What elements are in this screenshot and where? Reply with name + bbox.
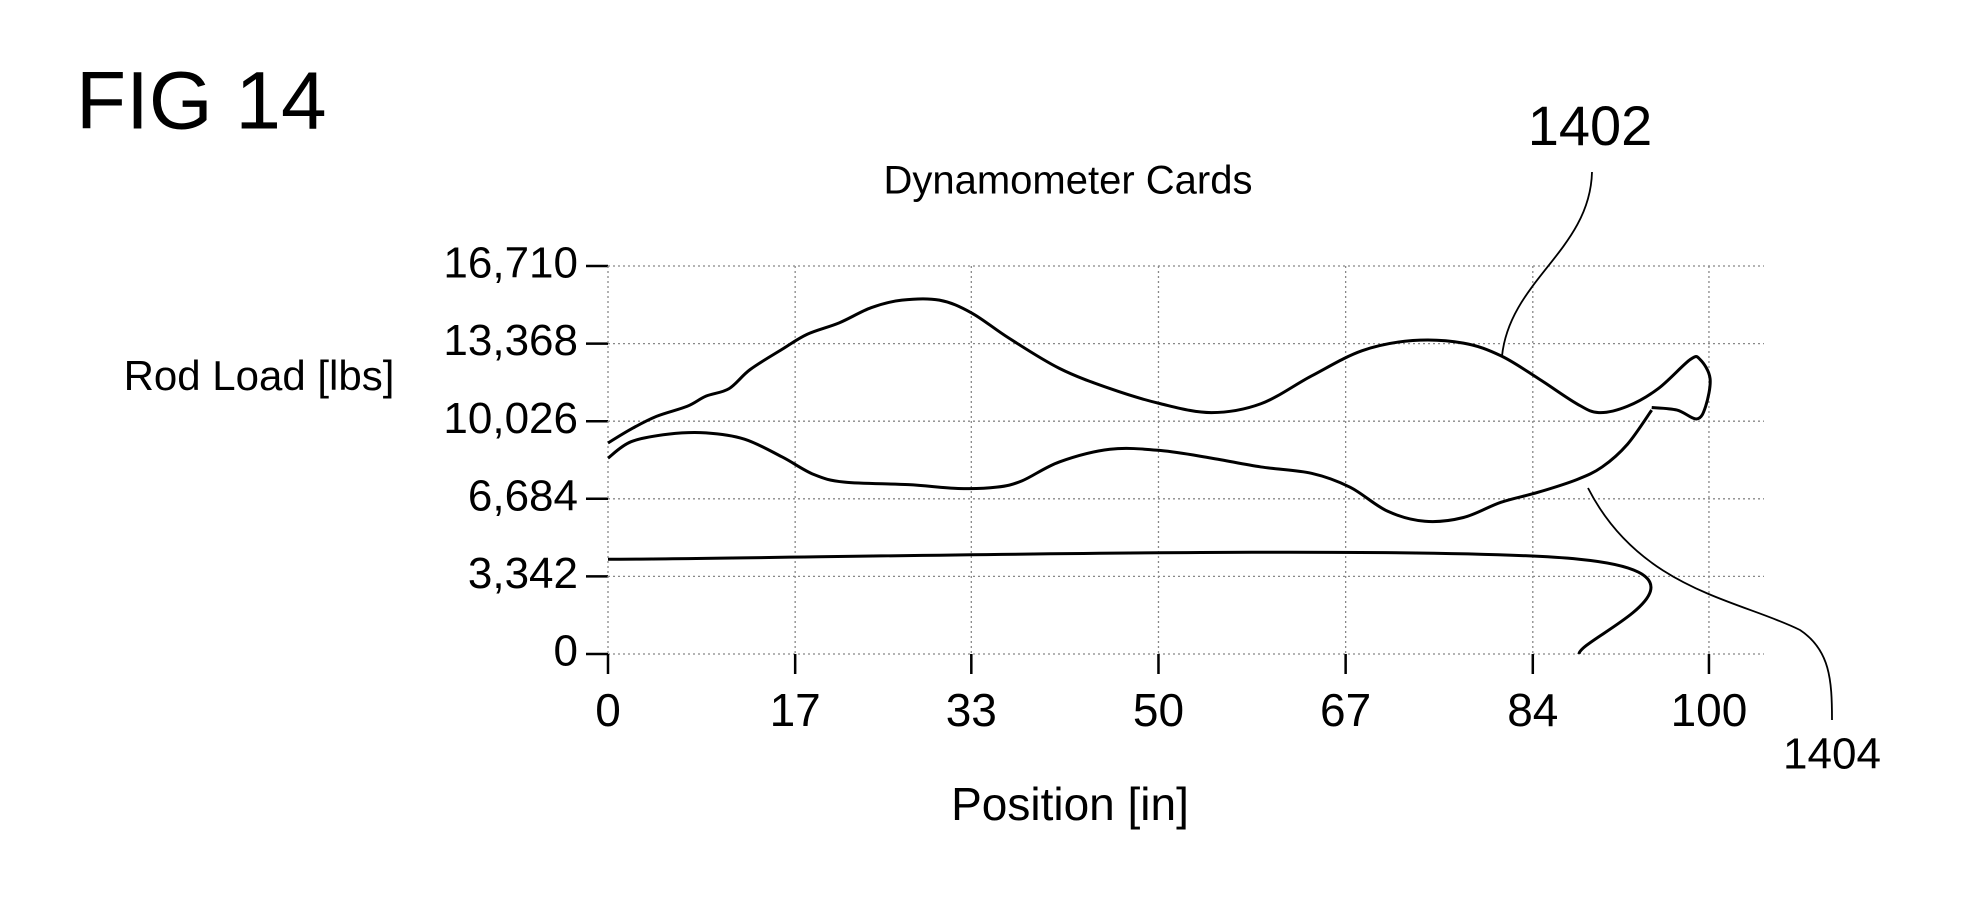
x-tick-label: 17 bbox=[770, 684, 821, 736]
x-tick-label: 67 bbox=[1320, 684, 1371, 736]
y-tick-label: 3,342 bbox=[468, 549, 578, 598]
data-line bbox=[607, 409, 1653, 524]
y-tick-label: 6,684 bbox=[468, 471, 578, 520]
chart-title: Dynamometer Cards bbox=[883, 159, 1252, 203]
y-tick-label: 16,710 bbox=[443, 239, 578, 288]
series-label: 1402 bbox=[1528, 94, 1653, 157]
x-axis-label: Position [in] bbox=[951, 778, 1189, 830]
x-tick-label: 84 bbox=[1507, 684, 1558, 736]
y-axis-label: Rod Load [lbs] bbox=[124, 352, 395, 399]
x-tick-label: 50 bbox=[1133, 684, 1184, 736]
figure-label: FIG 14 bbox=[76, 56, 327, 147]
data-line bbox=[607, 550, 1653, 655]
leader-line bbox=[1587, 487, 1833, 721]
x-tick-label: 33 bbox=[946, 684, 997, 736]
y-tick-label: 10,026 bbox=[443, 394, 578, 443]
y-tick-label: 0 bbox=[554, 627, 578, 676]
y-tick-label: 13,368 bbox=[443, 316, 578, 365]
x-tick-label: 0 bbox=[595, 684, 621, 736]
leader-line bbox=[1501, 171, 1593, 357]
x-tick-label: 100 bbox=[1671, 684, 1748, 736]
data-line bbox=[607, 297, 1712, 445]
series-label: 1404 bbox=[1783, 730, 1881, 779]
